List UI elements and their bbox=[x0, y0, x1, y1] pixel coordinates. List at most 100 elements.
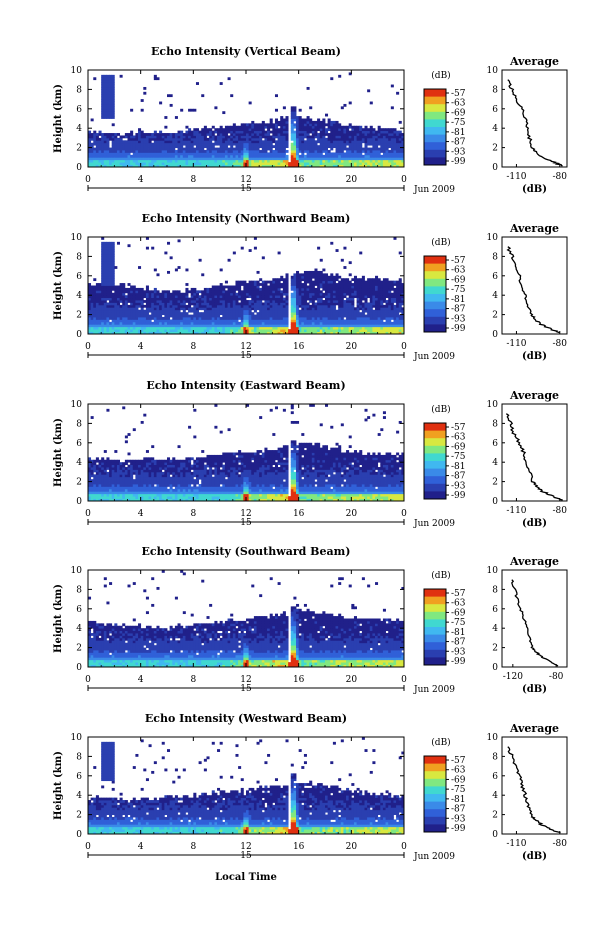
heatmap-cell bbox=[175, 160, 178, 163]
heatmap-cell bbox=[399, 305, 402, 308]
heatmap-cell bbox=[114, 133, 117, 136]
heatmap-cell bbox=[336, 135, 339, 138]
heatmap-cell bbox=[133, 286, 136, 289]
heatmap-cell bbox=[333, 131, 336, 134]
heatmap-cell bbox=[351, 135, 354, 138]
heatmap-cell bbox=[214, 135, 217, 138]
heatmap-cell bbox=[238, 145, 241, 148]
heatmap-cell bbox=[207, 324, 210, 327]
heatmap-cell bbox=[106, 288, 109, 291]
heatmap-cell bbox=[225, 305, 228, 308]
heatmap-cell bbox=[343, 290, 346, 293]
heatmap-cell bbox=[380, 160, 383, 163]
heatmap-cell bbox=[104, 315, 107, 318]
heatmap-cell bbox=[185, 133, 188, 136]
heatmap-cell bbox=[333, 143, 336, 146]
heatmap-cell bbox=[106, 322, 109, 325]
heatmap-cell bbox=[225, 329, 228, 332]
heatmap-cell bbox=[241, 123, 244, 126]
heatmap-cell bbox=[386, 148, 389, 151]
heatmap-cell bbox=[386, 300, 389, 303]
heatmap-cell bbox=[309, 310, 312, 313]
heatmap-cell bbox=[185, 290, 188, 293]
heatmap-cell bbox=[135, 317, 138, 320]
heatmap-cell bbox=[188, 155, 191, 158]
heatmap-cell bbox=[91, 491, 94, 494]
heatmap-cell bbox=[96, 157, 99, 160]
heatmap-cell bbox=[296, 121, 299, 124]
heatmap-cell bbox=[241, 281, 244, 284]
heatmap-cell bbox=[330, 315, 333, 318]
heatmap-cell bbox=[230, 305, 233, 308]
heatmap-cell bbox=[307, 327, 310, 330]
heatmap-cell bbox=[246, 300, 249, 303]
heatmap-cell bbox=[101, 269, 104, 272]
heatmap-cell bbox=[267, 302, 270, 305]
heatmap-cell bbox=[114, 329, 117, 332]
heatmap-cell bbox=[272, 162, 275, 165]
heatmap-cell bbox=[370, 155, 373, 158]
heatmap-cell bbox=[272, 302, 275, 305]
heatmap-cell bbox=[93, 148, 96, 151]
heatmap-cell bbox=[280, 119, 283, 122]
heatmap-cell bbox=[325, 128, 328, 131]
heatmap-cell bbox=[109, 102, 112, 105]
heatmap-cell bbox=[375, 145, 378, 148]
heatmap-cell bbox=[267, 310, 270, 313]
heatmap-cell bbox=[251, 128, 254, 131]
heatmap-cell bbox=[267, 128, 270, 131]
heatmap-cell bbox=[128, 322, 131, 325]
heatmap-cell bbox=[175, 138, 178, 141]
heatmap-cell bbox=[183, 157, 186, 160]
heatmap-cell bbox=[164, 327, 167, 330]
heatmap-cell bbox=[106, 97, 109, 100]
heatmap-cell bbox=[170, 162, 173, 165]
heatmap-cell bbox=[204, 145, 207, 148]
heatmap-cell bbox=[380, 286, 383, 289]
heatmap-cell bbox=[178, 300, 181, 303]
heatmap-cell bbox=[291, 106, 294, 109]
heatmap-cell bbox=[325, 148, 328, 151]
heatmap-cell bbox=[249, 148, 252, 151]
heatmap-cell bbox=[286, 123, 289, 126]
heatmap-cell bbox=[217, 319, 220, 322]
heatmap-cell bbox=[104, 271, 107, 274]
heatmap-cell bbox=[214, 148, 217, 151]
heatmap-cell bbox=[164, 138, 167, 141]
heatmap-cell bbox=[99, 150, 102, 153]
heatmap-cell bbox=[351, 140, 354, 143]
heatmap-cell bbox=[336, 329, 339, 332]
heatmap-cell bbox=[330, 310, 333, 313]
heatmap-cell bbox=[220, 82, 223, 85]
heatmap-cell bbox=[280, 135, 283, 138]
heatmap-cell bbox=[156, 148, 159, 151]
heatmap-cell bbox=[199, 160, 202, 163]
heatmap-cell bbox=[156, 143, 159, 146]
heatmap-cell bbox=[117, 322, 120, 325]
heatmap-cell bbox=[154, 288, 157, 291]
heatmap-cell bbox=[164, 322, 167, 325]
heatmap-cell bbox=[286, 319, 289, 322]
heatmap-cell bbox=[349, 131, 352, 134]
heatmap-cell bbox=[130, 131, 133, 134]
heatmap-cell bbox=[254, 298, 257, 301]
heatmap-cell bbox=[388, 329, 391, 332]
heatmap-cell bbox=[141, 317, 144, 320]
heatmap-cell bbox=[280, 121, 283, 124]
heatmap-cell bbox=[354, 329, 357, 332]
heatmap-cell bbox=[293, 310, 296, 313]
heatmap-cell bbox=[114, 317, 117, 320]
heatmap-cell bbox=[149, 293, 152, 296]
heatmap-cell bbox=[378, 300, 381, 303]
heatmap-cell bbox=[164, 300, 167, 303]
heatmap-cell bbox=[146, 286, 149, 289]
heatmap-cell bbox=[388, 312, 391, 315]
heatmap-cell bbox=[280, 143, 283, 146]
heatmap-cell bbox=[375, 162, 378, 165]
heatmap-cell bbox=[262, 160, 265, 163]
heatmap-cell bbox=[330, 273, 333, 276]
heatmap-cell bbox=[341, 143, 344, 146]
heatmap-cell bbox=[135, 140, 138, 143]
heatmap-cell bbox=[349, 322, 352, 325]
